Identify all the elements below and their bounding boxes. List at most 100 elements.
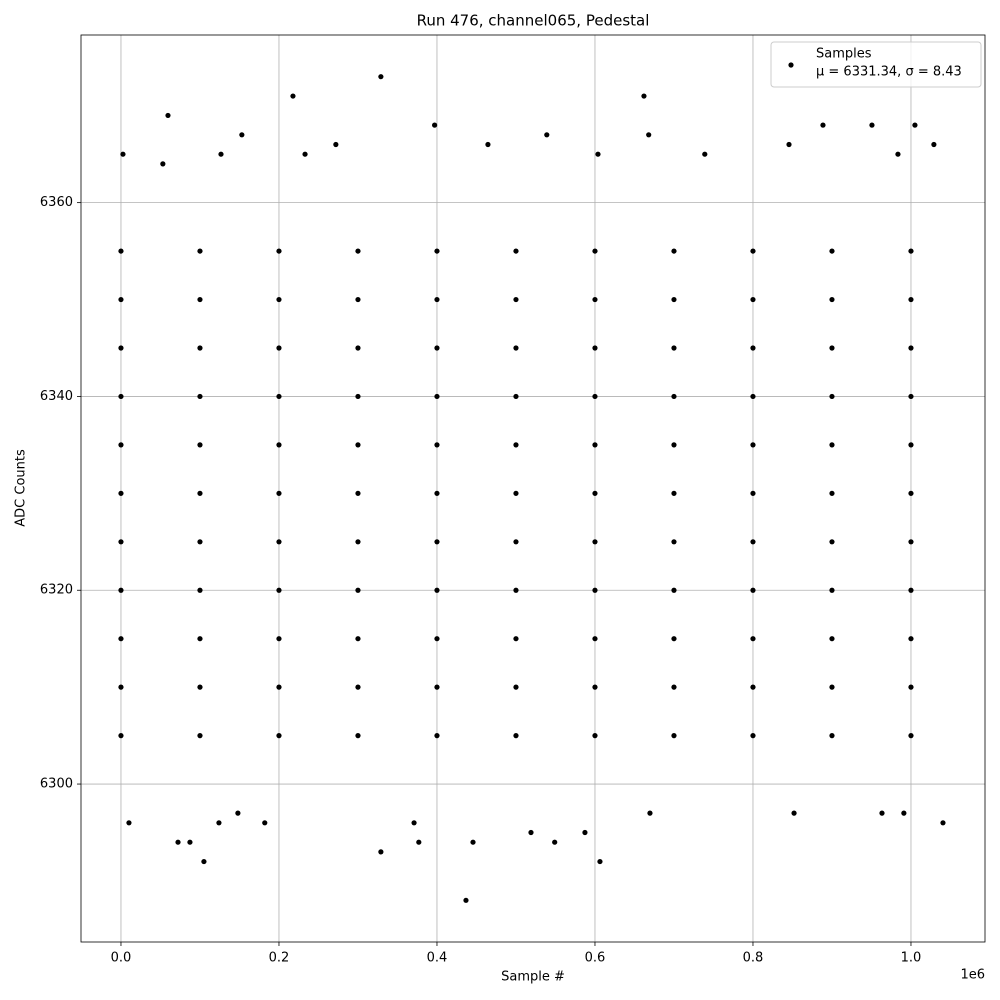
sample-point: [120, 151, 126, 157]
sample-point: [908, 393, 914, 400]
sample-point: [118, 248, 124, 254]
sample-point: [218, 151, 224, 157]
sample-point: [820, 122, 826, 128]
sample-point: [592, 636, 598, 642]
sample-point: [485, 141, 491, 148]
sample-point: [595, 151, 601, 157]
sample-point: [513, 684, 519, 690]
sample-point: [216, 820, 222, 826]
sample-point: [197, 442, 203, 448]
sample-point: [434, 636, 440, 642]
sample-point: [276, 296, 282, 303]
sample-point: [908, 684, 914, 690]
sample-point: [908, 636, 914, 642]
x-tick-label: 0.8: [743, 951, 764, 966]
sample-point: [908, 587, 914, 593]
sample-point: [582, 829, 588, 836]
x-tick-label: 0.2: [269, 951, 290, 966]
sample-point: [513, 587, 519, 593]
sample-point: [908, 490, 914, 496]
sample-point: [276, 684, 282, 690]
sample-point: [355, 442, 361, 448]
sample-point: [411, 820, 417, 826]
sample-point: [671, 393, 677, 400]
sample-point: [118, 442, 124, 448]
sample-point: [592, 539, 598, 545]
sample-point: [513, 490, 519, 496]
sample-point: [276, 539, 282, 545]
sample-point: [187, 839, 193, 845]
x-tick-label: 0.0: [111, 951, 132, 966]
sample-point: [750, 732, 756, 739]
sample-point: [908, 539, 914, 545]
sample-point: [118, 587, 124, 593]
sample-point: [197, 684, 203, 690]
sample-point: [592, 345, 598, 351]
sample-point: [175, 839, 181, 845]
sample-point: [671, 345, 677, 351]
legend-stats: μ = 6331.34, σ = 8.43: [816, 65, 962, 80]
sample-point: [201, 858, 207, 865]
sample-point: [276, 636, 282, 642]
sample-point: [355, 393, 361, 400]
sample-point: [197, 248, 203, 254]
sample-point: [355, 684, 361, 690]
sample-point: [463, 897, 469, 903]
sample-point: [302, 151, 308, 157]
sample-point: [592, 393, 598, 400]
sample-point: [671, 636, 677, 642]
sample-point: [434, 296, 440, 303]
legend-marker: [788, 62, 794, 68]
sample-point: [434, 684, 440, 690]
sample-point: [592, 248, 598, 254]
axes-frame: [80, 34, 986, 943]
sample-point: [750, 393, 756, 400]
sample-point: [355, 345, 361, 351]
sample-point: [434, 539, 440, 545]
sample-point: [901, 810, 907, 816]
sample-point: [355, 636, 361, 642]
sample-point: [908, 732, 914, 739]
sample-point: [513, 296, 519, 303]
sample-point: [235, 810, 241, 816]
sample-point: [671, 296, 677, 303]
sample-point: [829, 684, 835, 690]
sample-point: [355, 296, 361, 303]
sample-point: [197, 636, 203, 642]
sample-point: [355, 732, 361, 739]
sample-point: [197, 393, 203, 400]
sample-point: [592, 490, 598, 496]
x-tick-label: 0.4: [427, 951, 448, 966]
sample-point: [118, 539, 124, 545]
sample-point: [262, 820, 268, 826]
sample-point: [671, 587, 677, 593]
sample-point: [197, 587, 203, 593]
sample-point: [432, 122, 438, 128]
sample-point: [829, 490, 835, 496]
sample-point: [355, 587, 361, 593]
sample-point: [276, 248, 282, 254]
sample-point: [513, 539, 519, 545]
sample-point: [513, 393, 519, 400]
sample-point: [378, 849, 384, 855]
sample-point: [276, 732, 282, 739]
sample-point: [160, 161, 166, 167]
sample-point: [895, 151, 901, 157]
sample-point: [355, 248, 361, 254]
sample-point: [434, 490, 440, 496]
sample-point: [434, 248, 440, 254]
sample-point: [750, 345, 756, 351]
sample-point: [592, 296, 598, 303]
sample-point: [829, 248, 835, 254]
y-axis-label: ADC Counts: [14, 449, 29, 527]
sample-point: [592, 587, 598, 593]
sample-point: [355, 539, 361, 545]
sample-point: [931, 141, 937, 148]
sample-point: [592, 732, 598, 739]
sample-point: [671, 490, 677, 496]
y-tick-label: 6300: [40, 777, 73, 792]
sample-point: [470, 839, 476, 845]
sample-point: [647, 810, 653, 816]
x-offset-label: 1e6: [960, 968, 985, 983]
